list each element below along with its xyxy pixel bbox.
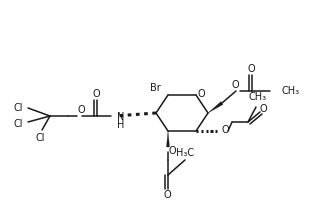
Text: CH₃: CH₃ <box>281 86 299 96</box>
Polygon shape <box>166 131 170 147</box>
Text: Cl: Cl <box>35 133 45 143</box>
Text: Br: Br <box>150 83 160 93</box>
Text: H₃C: H₃C <box>176 148 194 158</box>
Text: O: O <box>231 80 239 90</box>
Text: O: O <box>163 190 171 200</box>
Text: O: O <box>259 104 267 114</box>
Text: O: O <box>92 89 100 99</box>
Text: O: O <box>247 64 255 74</box>
Text: O: O <box>77 105 85 115</box>
Text: Cl: Cl <box>13 103 23 113</box>
Text: Cl: Cl <box>13 119 23 129</box>
Text: H: H <box>117 120 124 130</box>
Text: N: N <box>117 112 124 122</box>
Polygon shape <box>208 102 223 113</box>
Text: O: O <box>221 125 229 135</box>
Text: CH₃: CH₃ <box>249 92 267 102</box>
Text: O: O <box>168 146 176 156</box>
Text: O: O <box>197 89 205 99</box>
